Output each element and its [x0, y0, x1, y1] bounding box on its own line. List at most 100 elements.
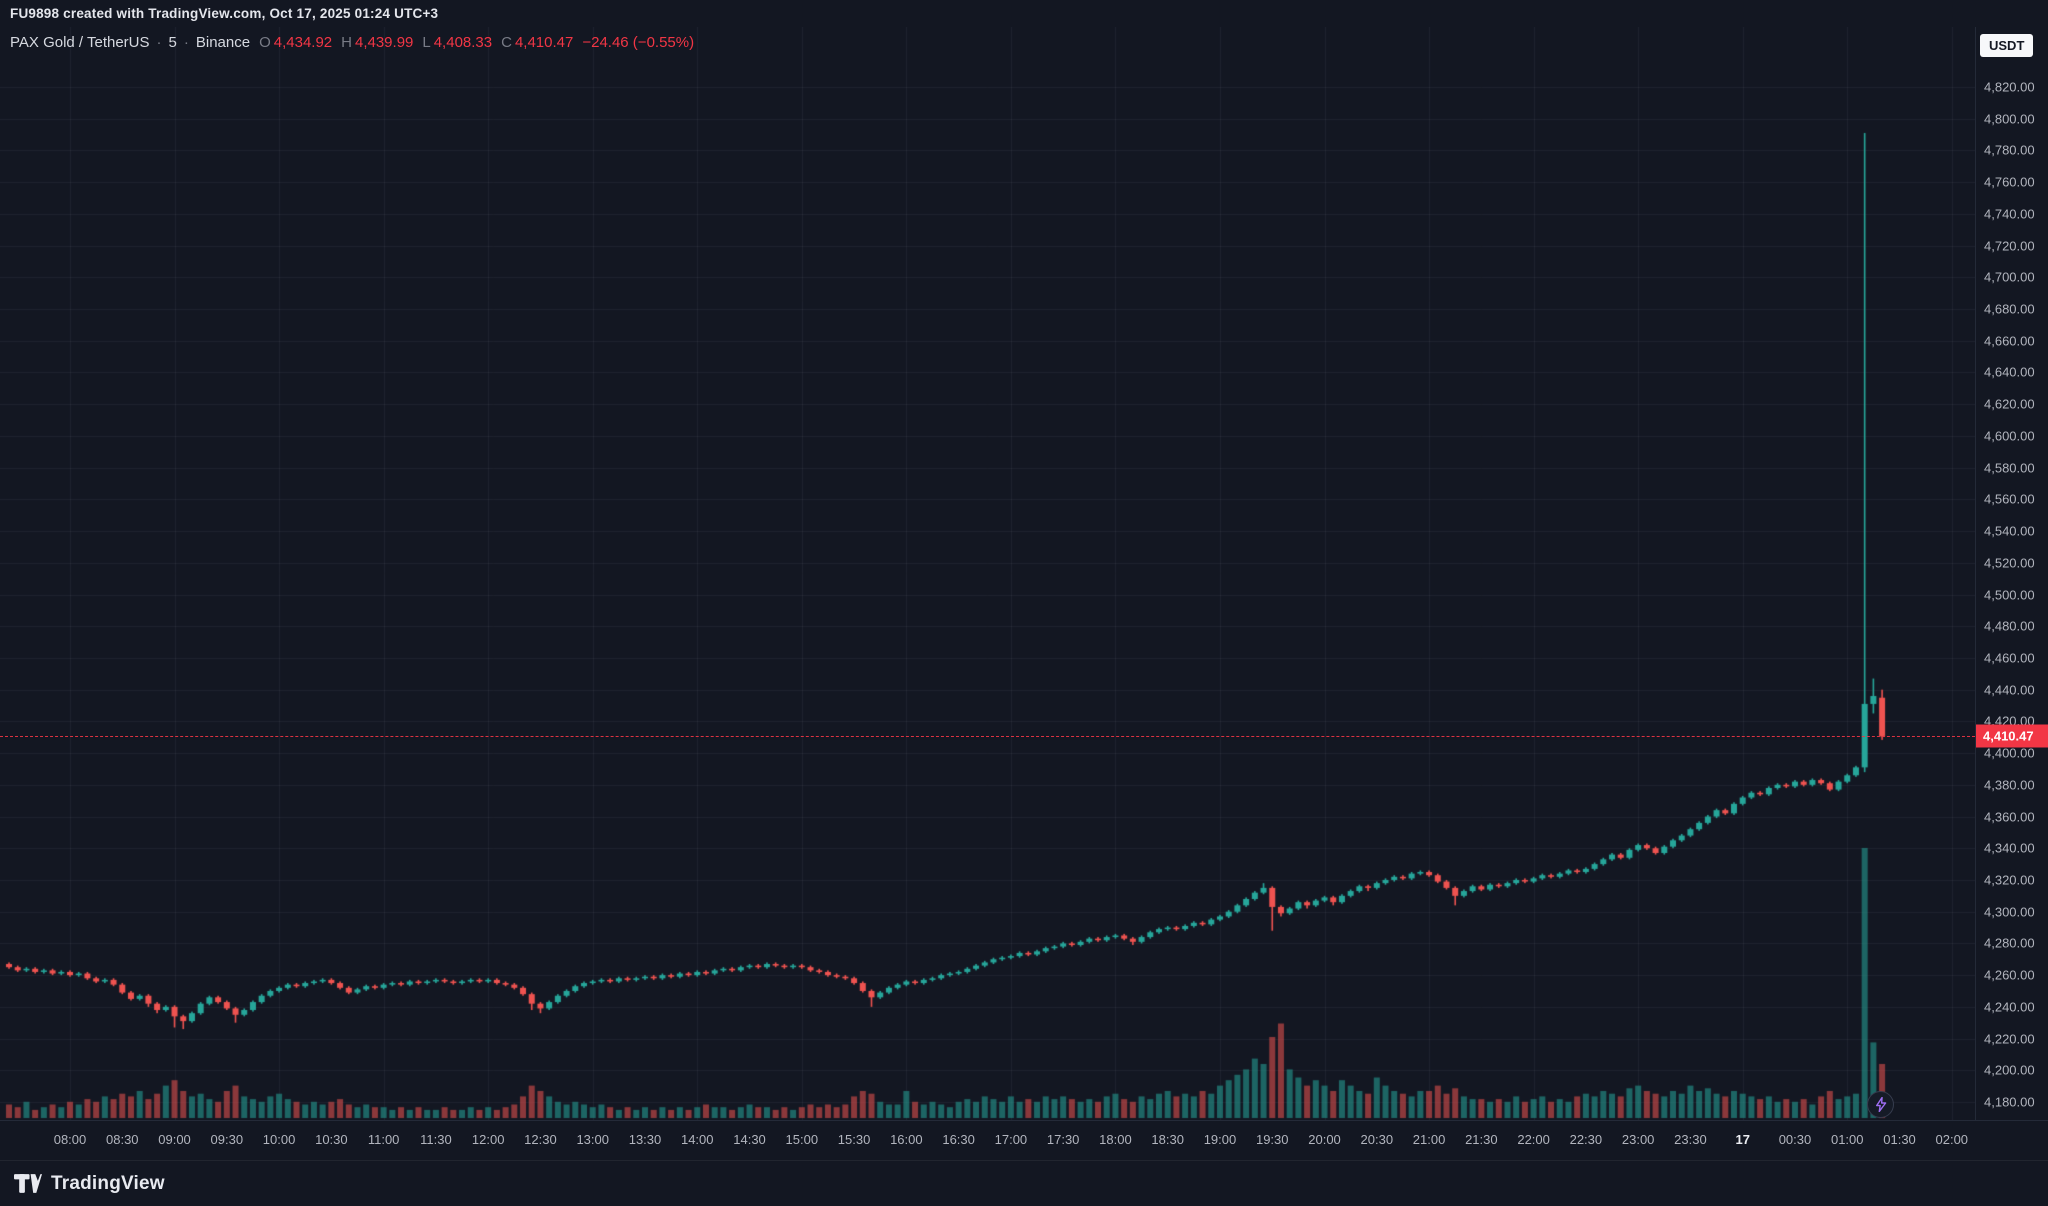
close-value: 4,410.47	[514, 34, 574, 51]
price-tick-label: 4,360.00	[1984, 809, 2035, 825]
price-tick-label: 4,480.00	[1984, 618, 2035, 634]
time-tick-label: 10:00	[262, 1132, 296, 1147]
price-tick-label: 4,460.00	[1984, 650, 2035, 666]
price-tick-label: 4,540.00	[1984, 523, 2035, 539]
time-tick-label: 17:00	[994, 1132, 1028, 1147]
time-tick-label: 08:00	[53, 1132, 87, 1147]
time-tick-label: 13:00	[576, 1132, 609, 1147]
time-tick-label: 11:00	[367, 1132, 400, 1147]
time-tick-label: 20:30	[1360, 1132, 1394, 1147]
price-tick-label: 4,320.00	[1984, 872, 2035, 888]
price-tick-label: 4,500.00	[1984, 587, 2035, 602]
time-tick-label: 19:00	[1203, 1132, 1237, 1147]
chart-main-area: PAX Gold / TetherUS · 5 · Binance O 4,43…	[0, 27, 2048, 1120]
time-tick-label: 14:30	[733, 1132, 766, 1147]
time-tick-label: 22:00	[1517, 1132, 1550, 1147]
symbol-title[interactable]: PAX Gold / TetherUS	[10, 34, 150, 51]
symbol-legend: PAX Gold / TetherUS · 5 · Binance O 4,43…	[10, 34, 694, 51]
price-tick-label: 4,380.00	[1984, 777, 2035, 793]
time-tick-label: 23:30	[1674, 1132, 1707, 1147]
time-tick-label: 16:30	[942, 1132, 975, 1147]
boost-badge[interactable]	[1867, 1091, 1894, 1118]
time-tick-label: 15:30	[837, 1132, 871, 1147]
legend-separator: ·	[156, 34, 162, 51]
time-tick-label: 12:00	[471, 1132, 505, 1147]
price-tick-label: 4,200.00	[1984, 1062, 2035, 1078]
high-label: H	[341, 34, 352, 51]
price-tick-label: 4,780.00	[1984, 142, 2035, 158]
time-axis[interactable]: 08:00 08:30 09:00 09:30 10:00 10:30 11:00 11:30…	[0, 1120, 2048, 1160]
price-tick-label: 4,640.00	[1984, 364, 2035, 380]
open-label: O	[259, 34, 271, 51]
time-tick-label: 18:30	[1151, 1132, 1184, 1147]
footer-bar: TradingView	[0, 1160, 2048, 1206]
attribution-text: FU9898 created with TradingView.com, Oct…	[10, 6, 439, 21]
time-tick-label: 22:30	[1569, 1132, 1603, 1147]
change-value: −24.46 (−0.55%)	[582, 34, 695, 51]
price-tick-label: 4,720.00	[1984, 238, 2035, 254]
price-tick-label: 4,600.00	[1984, 428, 2035, 444]
last-price-line	[0, 736, 1975, 738]
last-price-label: 4,410.47	[1976, 724, 2048, 748]
time-tick-label: 21:30	[1465, 1132, 1498, 1147]
price-tick-label: 4,740.00	[1984, 206, 2035, 222]
time-tick-label: 08:30	[105, 1132, 139, 1147]
price-axis[interactable]: USDT 4,820.00 4,800.00 4,780.00 4,760.00 4,7…	[1975, 27, 2048, 1120]
price-tick-label: 4,760.00	[1984, 174, 2035, 190]
price-tick-label: 4,800.00	[1984, 111, 2035, 127]
time-tick-label: 16:00	[890, 1132, 923, 1147]
exchange-label[interactable]: Binance	[195, 34, 251, 51]
time-tick-label: 23:00	[1621, 1132, 1655, 1147]
chart-pane[interactable]: PAX Gold / TetherUS · 5 · Binance O 4,43…	[0, 27, 1975, 1120]
price-tick-label: 4,280.00	[1984, 935, 2035, 951]
lightning-icon	[1875, 1097, 1886, 1112]
interval-label[interactable]: 5	[168, 34, 177, 51]
price-tick-label: 4,440.00	[1984, 682, 2035, 698]
price-tick-label: 4,240.00	[1984, 999, 2035, 1015]
price-tick-label: 4,620.00	[1984, 396, 2035, 412]
price-tick-label: 4,400.00	[1984, 745, 2035, 761]
time-tick-label: 11:30	[420, 1132, 452, 1147]
price-tick-label: 4,340.00	[1984, 840, 2035, 856]
price-tick-label: 4,700.00	[1984, 269, 2035, 285]
tradingview-logo-icon	[14, 1174, 42, 1193]
price-tick-label: 4,520.00	[1984, 555, 2035, 571]
time-tick-label: 00:30	[1778, 1132, 1812, 1147]
legend-separator: ·	[183, 34, 189, 51]
low-value: 4,408.33	[433, 34, 493, 51]
price-tick-label: 4,180.00	[1984, 1094, 2035, 1110]
snapshot-attribution-bar: FU9898 created with TradingView.com, Oct…	[0, 0, 2048, 27]
time-tick-label: 17	[1735, 1132, 1750, 1147]
time-tick-label: 14:00	[680, 1132, 714, 1147]
tradingview-logo[interactable]: TradingView	[14, 1173, 165, 1195]
time-tick-label: 17:30	[1046, 1132, 1080, 1147]
time-tick-label: 20:00	[1308, 1132, 1341, 1147]
time-tick-label: 21:00	[1412, 1132, 1446, 1147]
time-tick-label: 09:00	[158, 1132, 191, 1147]
high-value: 4,439.99	[354, 34, 414, 51]
time-tick-label: 01:00	[1830, 1132, 1864, 1147]
time-tick-label: 18:00	[1099, 1132, 1132, 1147]
price-tick-label: 4,260.00	[1984, 967, 2035, 983]
time-tick-label: 10:30	[315, 1132, 348, 1147]
time-tick-label: 02:00	[1935, 1132, 1969, 1147]
time-tick-label: 01:30	[1883, 1132, 1916, 1147]
price-tick-label: 4,220.00	[1984, 1031, 2035, 1047]
price-tick-label: 4,580.00	[1984, 460, 2035, 476]
currency-button[interactable]: USDT	[1980, 34, 2034, 57]
price-tick-label: 4,680.00	[1984, 301, 2035, 317]
time-tick-label: 19:30	[1255, 1132, 1289, 1147]
open-value: 4,434.92	[273, 34, 333, 51]
time-tick-label: 15:00	[785, 1132, 819, 1147]
tradingview-wordmark: TradingView	[51, 1172, 165, 1194]
time-tick-label: 12:30	[524, 1132, 557, 1147]
time-tick-label: 13:30	[628, 1132, 662, 1147]
price-tick-label: 4,560.00	[1984, 491, 2035, 507]
price-tick-label: 4,660.00	[1984, 333, 2035, 349]
candlestick-chart-canvas[interactable]	[0, 27, 1975, 1120]
price-tick-label: 4,820.00	[1984, 79, 2035, 95]
close-label: C	[501, 34, 512, 51]
time-tick-label: 09:30	[210, 1132, 244, 1147]
low-label: L	[422, 34, 431, 51]
